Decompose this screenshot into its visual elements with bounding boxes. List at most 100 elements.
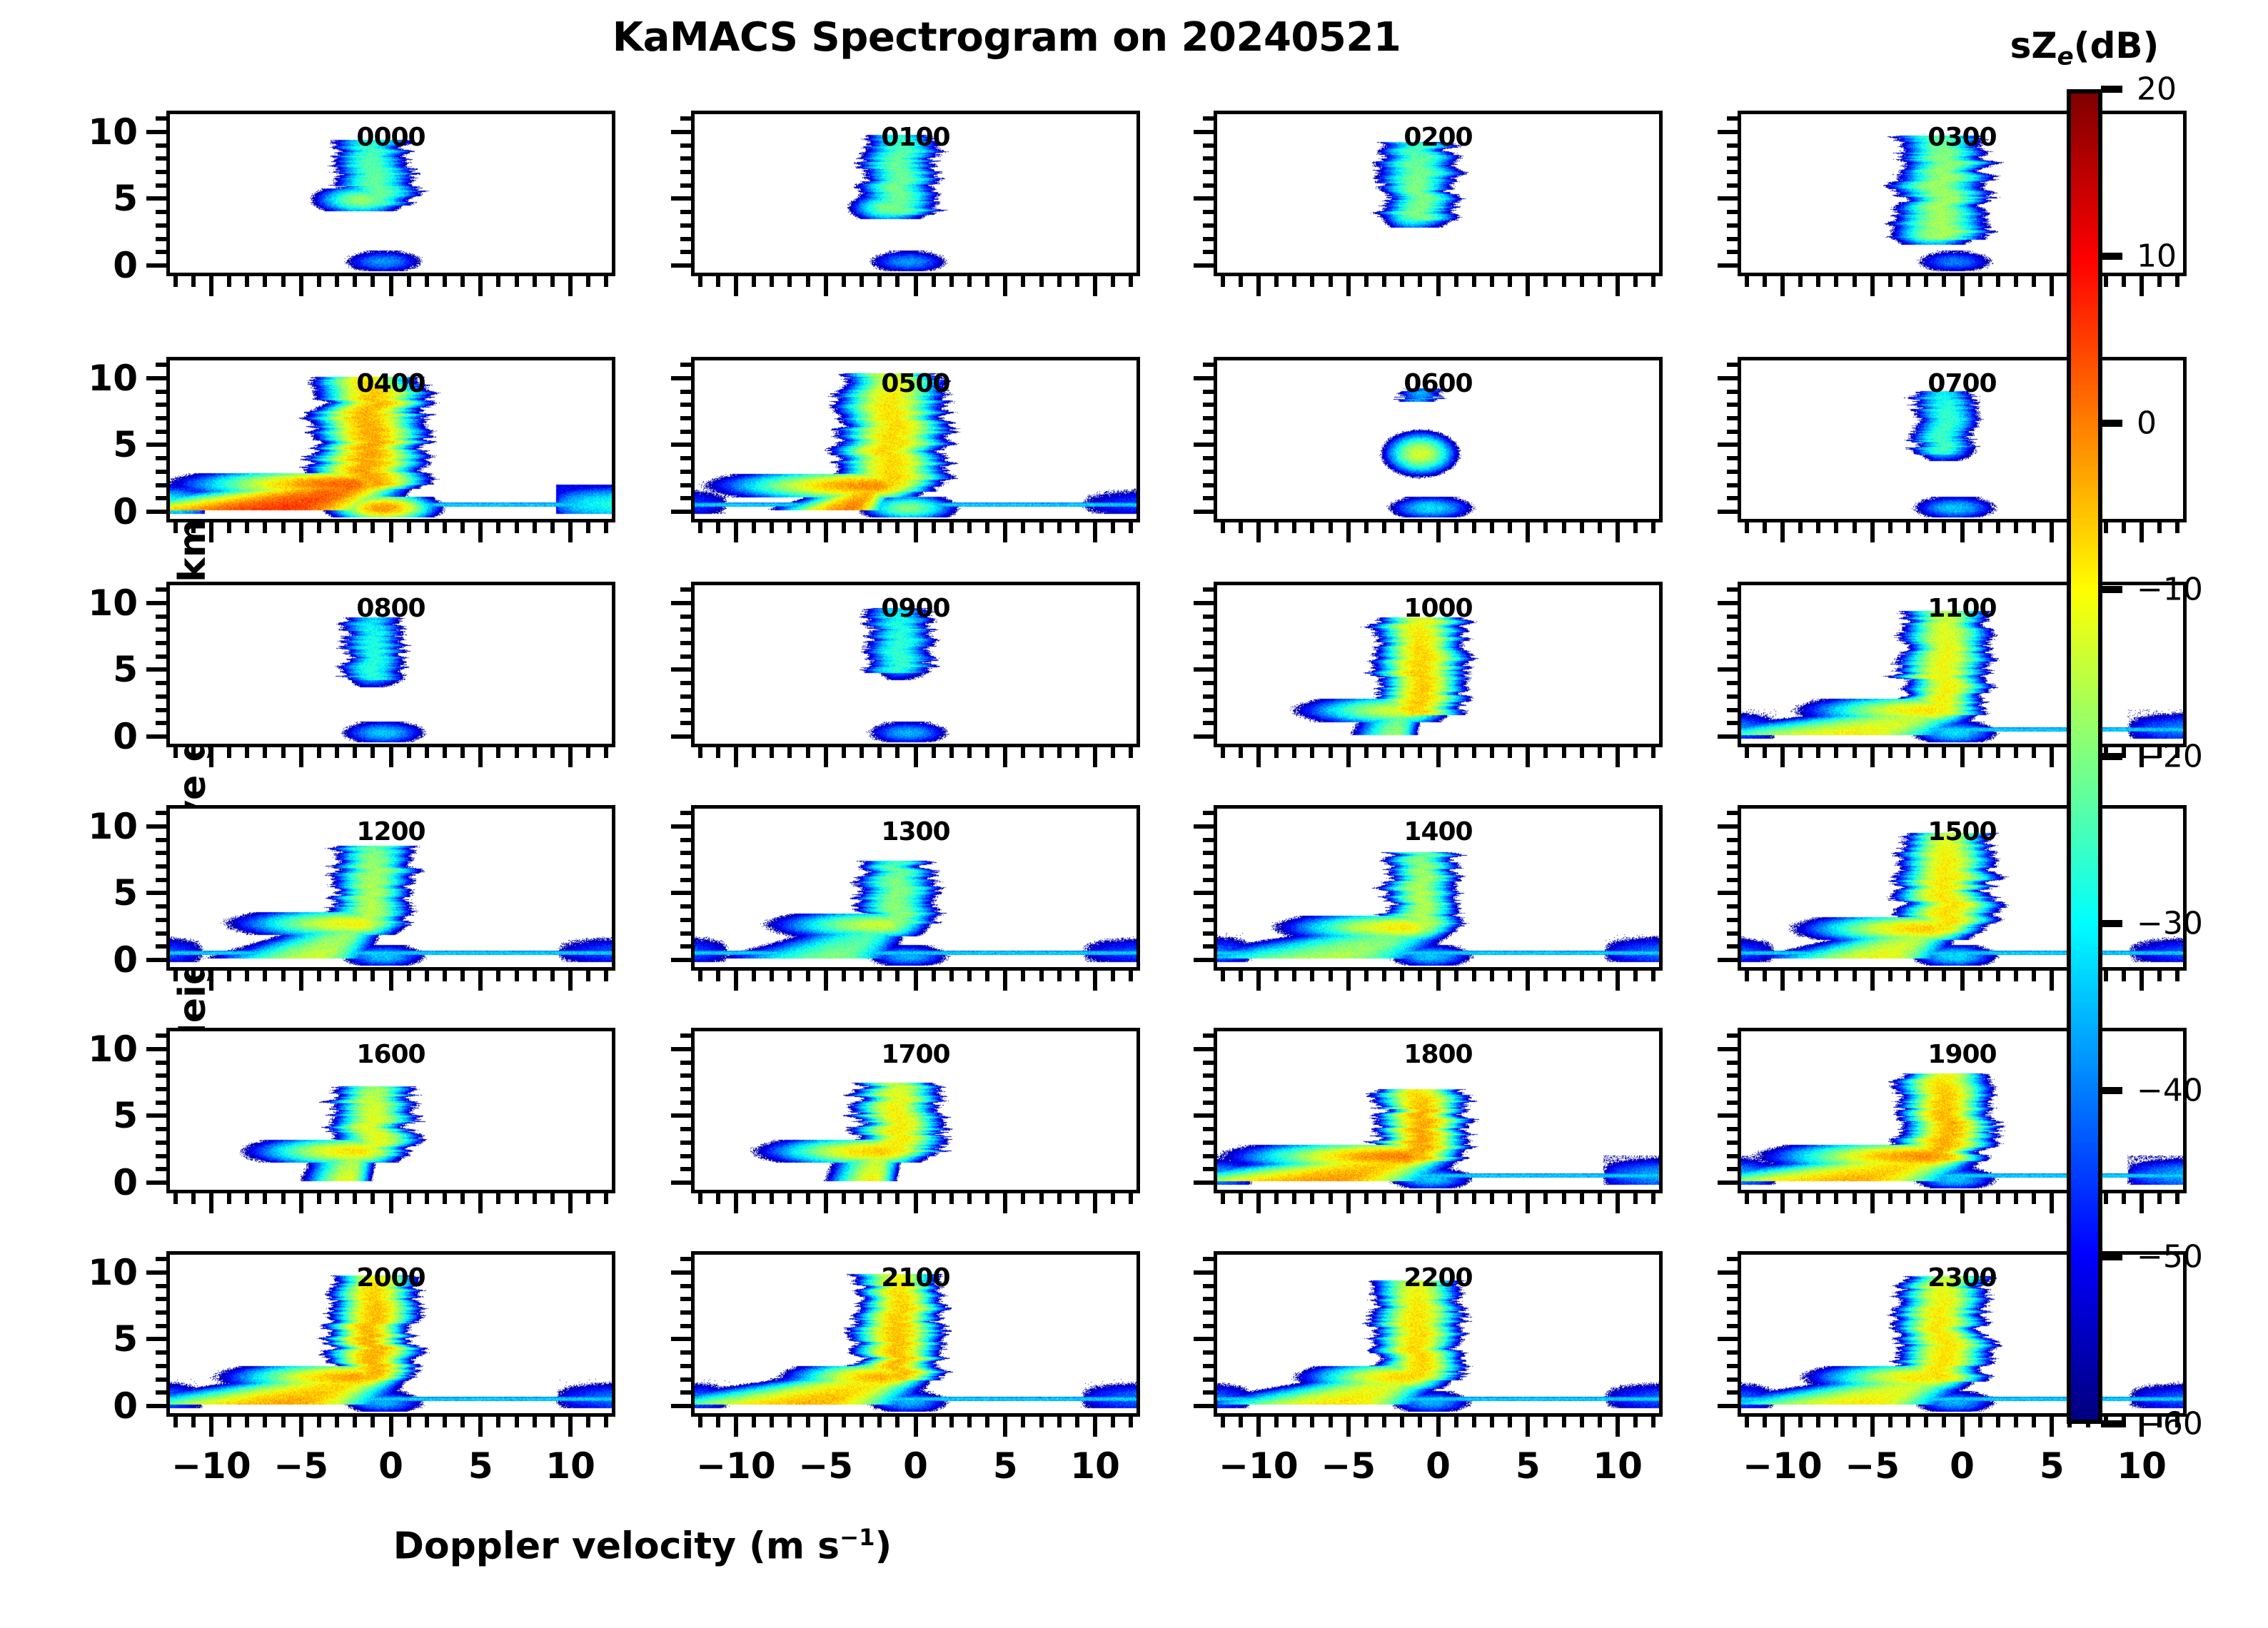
x-tick-minor	[442, 1415, 447, 1427]
spectrogram-panel-0800[interactable]: 0800	[166, 582, 615, 747]
x-tick-minor	[1310, 521, 1315, 533]
x-tick-minor	[860, 1192, 865, 1204]
x-tick-minor	[245, 1192, 250, 1204]
x-tick-label: 10	[1070, 1445, 1120, 1487]
spectrogram-panel-0000[interactable]: 0000	[166, 111, 615, 276]
x-tick-major	[733, 1415, 738, 1437]
x-tick-minor	[1942, 275, 1947, 287]
x-tick-minor	[1543, 1192, 1548, 1204]
spectrogram-panel-2200[interactable]: 2200	[1214, 1251, 1663, 1417]
spectrogram-panel-1700[interactable]: 1700	[691, 1028, 1140, 1193]
x-tick-minor	[1744, 275, 1749, 287]
y-tick-minor	[680, 469, 692, 474]
spectrogram-panel-1200[interactable]: 1200	[166, 805, 615, 971]
y-tick-minor	[680, 1100, 692, 1105]
y-tick-minor	[156, 1350, 168, 1355]
x-tick-minor	[1906, 969, 1911, 981]
y-tick-major	[1194, 958, 1215, 963]
x-tick-minor	[1942, 1415, 1947, 1427]
x-tick-major	[1436, 521, 1441, 542]
spectrogram-panel-1800[interactable]: 1800	[1214, 1028, 1663, 1193]
y-tick-minor	[680, 456, 692, 461]
x-tick-minor	[1597, 275, 1602, 287]
x-tick-minor	[2121, 1192, 2126, 1204]
x-tick-minor	[860, 969, 865, 981]
spectrogram-panel-2300[interactable]: 2300	[1738, 1251, 2187, 1417]
y-tick-minor	[156, 116, 168, 121]
x-tick-minor	[1418, 1415, 1423, 1427]
spectrogram-panel-1400[interactable]: 1400	[1214, 805, 1663, 971]
y-tick-minor	[1727, 456, 1739, 461]
spectrogram-panel-1600[interactable]: 1600	[166, 1028, 615, 1193]
spectrogram-panel-2100[interactable]: 2100	[691, 1251, 1140, 1417]
spectrogram-panel-0500[interactable]: 0500	[691, 357, 1140, 522]
y-tick-minor	[1727, 363, 1739, 368]
y-tick-minor	[156, 1140, 168, 1145]
y-tick-minor	[1727, 1350, 1739, 1355]
colorbar-tick	[2101, 1420, 2122, 1427]
spectrogram-panel-0300[interactable]: 0300	[1738, 111, 2187, 276]
spectrogram-panel-1900[interactable]: 1900	[1738, 1028, 2187, 1193]
y-tick-major	[671, 443, 692, 448]
x-tick-minor	[967, 969, 972, 981]
x-tick-minor	[442, 275, 447, 287]
y-tick-minor	[1203, 1153, 1215, 1158]
spectrogram-panel-1500[interactable]: 1500	[1738, 805, 2187, 971]
y-tick-major	[1718, 1180, 1739, 1185]
spectrogram-panel-1100[interactable]: 1100	[1738, 582, 2187, 747]
x-tick-minor	[1292, 275, 1297, 287]
x-tick-minor	[2121, 275, 2126, 287]
spectrogram-panel-0900[interactable]: 0900	[691, 582, 1140, 747]
y-tick-minor	[1727, 1390, 1739, 1395]
y-tick-major	[671, 1270, 692, 1275]
x-tick-minor	[1382, 275, 1387, 287]
x-tick-minor	[586, 275, 591, 287]
spectrogram-panel-0700[interactable]: 0700	[1738, 357, 2187, 522]
y-tick-minor	[156, 864, 168, 869]
x-tick-minor	[985, 275, 990, 287]
x-tick-minor	[1942, 1192, 1947, 1204]
spectrogram-panel-0100[interactable]: 0100	[691, 111, 1140, 276]
spectrogram-panel-0600[interactable]: 0600	[1214, 357, 1663, 522]
y-tick-minor	[156, 811, 168, 816]
y-tick-minor	[1727, 1033, 1739, 1038]
y-tick-minor	[1727, 1140, 1739, 1145]
y-tick-minor	[156, 416, 168, 421]
y-tick-minor	[680, 1060, 692, 1065]
x-tick-minor	[406, 521, 411, 533]
spectrogram-image	[170, 1255, 612, 1413]
y-tick-minor	[680, 707, 692, 712]
x-tick-minor	[1111, 969, 1116, 981]
x-tick-minor	[1508, 521, 1513, 533]
spectrogram-panel-2000[interactable]: 2000	[166, 1251, 615, 1417]
x-tick-label: 10	[545, 1445, 595, 1487]
y-tick-minor	[680, 944, 692, 949]
y-tick-major	[1194, 734, 1215, 739]
y-tick-minor	[1203, 183, 1215, 188]
y-tick-major	[146, 1270, 168, 1275]
x-tick-major	[568, 521, 573, 542]
x-tick-major	[1616, 1192, 1621, 1213]
y-tick-minor	[680, 694, 692, 699]
y-tick-minor	[680, 183, 692, 188]
spectrogram-panel-0200[interactable]: 0200	[1214, 111, 1663, 276]
x-tick-minor	[967, 521, 972, 533]
x-tick-minor	[604, 969, 609, 981]
y-tick-minor	[680, 587, 692, 592]
spectrogram-panel-1000[interactable]: 1000	[1214, 582, 1663, 747]
x-tick-minor	[550, 521, 555, 533]
y-tick-minor	[156, 904, 168, 909]
y-tick-major	[1194, 1180, 1215, 1185]
y-tick-minor	[1203, 170, 1215, 175]
spectrogram-panel-1300[interactable]: 1300	[691, 805, 1140, 971]
y-tick-minor	[1203, 1060, 1215, 1065]
spectrogram-panel-0400[interactable]: 0400	[166, 357, 615, 522]
y-tick-minor	[1727, 1363, 1739, 1368]
y-tick-minor	[680, 1310, 692, 1315]
y-tick-minor	[680, 811, 692, 816]
x-tick-minor	[1762, 746, 1767, 758]
x-tick-minor	[1508, 1192, 1513, 1204]
y-tick-minor	[156, 1087, 168, 1092]
y-tick-minor	[680, 1363, 692, 1368]
